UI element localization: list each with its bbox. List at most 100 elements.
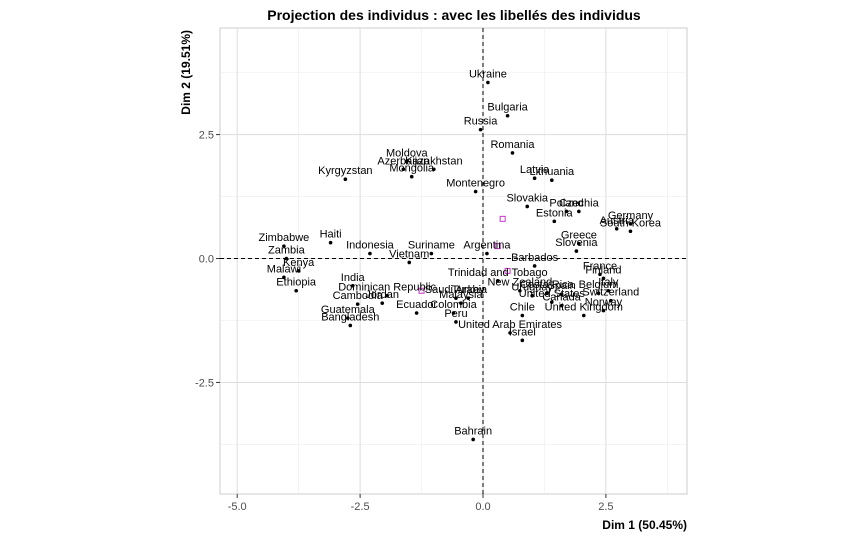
data-point-label: Suriname <box>408 240 455 252</box>
x-tick-label: 2.5 <box>598 501 613 513</box>
data-point-label: Zimbabwe <box>259 232 310 244</box>
data-point-label: Montenegro <box>446 178 505 190</box>
data-point-label: Uruguay <box>511 282 553 294</box>
data-point <box>486 80 490 85</box>
data-point <box>478 127 483 132</box>
data-point <box>282 275 286 280</box>
data-point <box>550 300 554 304</box>
data-point <box>328 240 333 245</box>
data-point-label: United Arab Emirates <box>458 319 562 331</box>
data-point <box>350 283 355 288</box>
data-point <box>510 151 515 155</box>
data-point <box>518 288 522 293</box>
data-point-label: Russia <box>464 116 499 128</box>
data-point <box>609 298 613 303</box>
data-point <box>508 331 512 335</box>
x-axis-title: Dim 1 (50.45%) <box>602 518 687 532</box>
data-point-label: Guatemala <box>321 304 376 316</box>
data-point-label: Germany <box>608 210 654 222</box>
data-point-label: Estonia <box>536 207 574 219</box>
data-point <box>429 251 434 256</box>
data-point <box>346 316 350 320</box>
data-point-label: Indonesia <box>346 240 395 252</box>
data-point <box>495 279 500 283</box>
data-point <box>581 313 586 318</box>
data-point-label: Bahrain <box>454 425 492 437</box>
data-point <box>296 269 301 273</box>
data-point <box>606 288 611 293</box>
data-point-label: Ukraine <box>469 69 507 81</box>
data-point <box>577 241 581 246</box>
data-point-label: Austria <box>600 215 635 227</box>
data-point <box>559 303 564 308</box>
data-point <box>466 296 471 300</box>
data-point-label: United Kingdom <box>545 302 623 314</box>
data-point <box>574 249 579 253</box>
data-point <box>601 276 606 281</box>
data-point-label: Ecuador <box>396 299 437 311</box>
data-point <box>454 320 458 324</box>
data-point <box>284 256 289 261</box>
data-point-label: Slovenia <box>555 237 598 249</box>
data-point <box>532 176 537 181</box>
data-point <box>485 251 489 256</box>
data-point-label: Italy <box>598 277 619 289</box>
data-point-label: Belgium <box>579 279 619 291</box>
data-point-label: Kazakhstan <box>405 155 462 167</box>
data-point-label: Costa Rica <box>520 279 575 291</box>
data-point-label: India <box>341 272 366 284</box>
data-point-label: Lithuania <box>529 166 575 178</box>
supplementary-point <box>504 267 511 274</box>
data-point <box>596 291 601 296</box>
data-point <box>532 264 537 268</box>
y-tick-label: -2.5 <box>195 377 214 389</box>
data-point <box>520 338 525 343</box>
data-point-label: Romania <box>490 139 535 151</box>
data-point-label: Jordan <box>365 289 399 301</box>
data-point-label: Latvia <box>520 164 550 176</box>
data-point <box>525 204 530 209</box>
x-tick-label: -2.5 <box>351 501 370 513</box>
data-point <box>505 113 510 118</box>
data-point-label: Malaysia <box>439 289 483 301</box>
data-point-label: Vietnam <box>389 248 429 260</box>
data-point <box>530 293 534 298</box>
data-point-label: Finland <box>585 264 621 276</box>
data-point-label: Trinidad and Tobago <box>448 267 548 279</box>
data-point-label: Chile <box>510 302 535 314</box>
data-point-label: Ethiopia <box>276 277 317 289</box>
data-point-label: Kenya <box>283 257 315 269</box>
data-point <box>473 189 478 194</box>
data-point <box>628 229 633 234</box>
data-point-label: Malawi <box>267 263 301 275</box>
plot-panel <box>219 27 688 495</box>
data-point-label: Mongolia <box>389 163 435 175</box>
data-point <box>550 178 554 182</box>
data-point <box>409 174 414 179</box>
data-point <box>601 308 606 313</box>
data-point <box>545 291 549 296</box>
data-point <box>577 209 581 214</box>
plot-area: -5.0 -2.5 0.0 2.5 -2.5 0.0 2.5 Ukraine Bulgaria R… <box>195 27 688 513</box>
data-point-label: France <box>583 260 617 272</box>
data-point <box>385 293 389 298</box>
data-point-label: Azerbaijan <box>377 155 429 167</box>
y-axis-title: Dim 2 (19.51%) <box>179 30 193 115</box>
data-point-label: Peru <box>444 308 467 320</box>
data-point-label: Switzerland <box>582 287 639 299</box>
data-point-label: Haiti <box>320 229 342 241</box>
data-point-label: Spain <box>548 280 576 292</box>
data-point <box>552 219 557 224</box>
data-point <box>405 159 409 164</box>
data-point-label: Cambodia <box>333 290 384 302</box>
data-point-label: Dominican Republic <box>338 282 436 294</box>
data-point <box>520 313 525 318</box>
supplementary-point <box>494 243 501 250</box>
data-point-label: Israel <box>509 326 536 338</box>
data-point <box>598 272 602 277</box>
data-point <box>380 301 385 305</box>
data-point <box>451 311 456 315</box>
data-point <box>355 302 360 306</box>
data-point <box>454 296 458 300</box>
